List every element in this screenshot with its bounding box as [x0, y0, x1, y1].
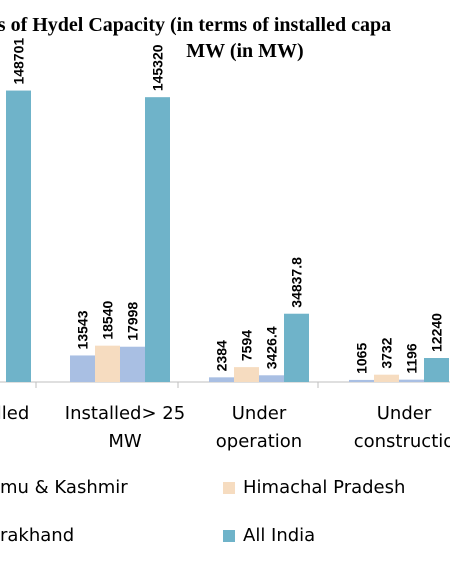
data-label: 3426.4: [264, 326, 280, 369]
data-label: 2384: [214, 340, 230, 371]
legend-item-uttarakhand: rakhand: [0, 525, 74, 546]
bar-1-3: [374, 374, 399, 382]
bar-2-2: [259, 375, 284, 382]
x-tick-label: constructio: [354, 431, 450, 452]
chart-title-line-1: tus of Hydel Capacity (in terms of insta…: [0, 14, 392, 36]
bar-1-1: [95, 345, 120, 382]
data-label: 148701: [11, 38, 27, 85]
data-label: 17998: [125, 302, 141, 341]
bar-0-1: [70, 355, 95, 382]
bar-3-0: [6, 90, 31, 382]
data-label: 1196: [404, 343, 420, 374]
bar-2-3: [399, 379, 424, 382]
data-label: 145320: [150, 44, 166, 91]
data-label: 34837.8: [289, 257, 305, 308]
data-label: 3732: [379, 337, 395, 368]
legend-label-jammu-kashmir: mu & Kashmir: [0, 477, 128, 498]
legend-swatch-himachal-pradesh: [223, 482, 235, 494]
chart-title-line-2: MW (in MW): [186, 40, 304, 62]
x-tick-label: MW: [108, 431, 142, 452]
bar-3-3: [424, 358, 449, 382]
legend-item-himachal-pradesh: Himachal Pradesh: [223, 477, 405, 498]
legend-item-jammu-kashmir: mu & Kashmir: [0, 477, 128, 498]
x-tick-label: talled: [0, 403, 29, 424]
data-label: 13543: [75, 310, 91, 349]
legend-label-all-india: All India: [243, 525, 316, 546]
data-label: 12240: [429, 313, 445, 352]
bar-0-2: [209, 377, 234, 382]
bar-2-1: [120, 346, 145, 382]
bar-1-2: [234, 367, 259, 382]
x-tick-label: Under: [377, 403, 432, 424]
data-label: 7594: [239, 330, 255, 361]
data-label: 1065: [354, 343, 370, 374]
bar-3-2: [284, 313, 309, 382]
legend-swatch-all-india: [223, 530, 235, 542]
bar-0-3: [349, 379, 374, 382]
bar-3-1: [145, 97, 170, 383]
x-tick-label: operation: [216, 431, 302, 452]
x-tick-label: Under: [232, 403, 287, 424]
legend-item-all-india: All India: [223, 525, 315, 546]
legend-label-himachal-pradesh: Himachal Pradesh: [243, 477, 406, 498]
data-label: 18540: [100, 301, 116, 340]
legend-label-uttarakhand: rakhand: [0, 525, 75, 546]
x-tick-label: Installed> 25: [65, 403, 185, 424]
